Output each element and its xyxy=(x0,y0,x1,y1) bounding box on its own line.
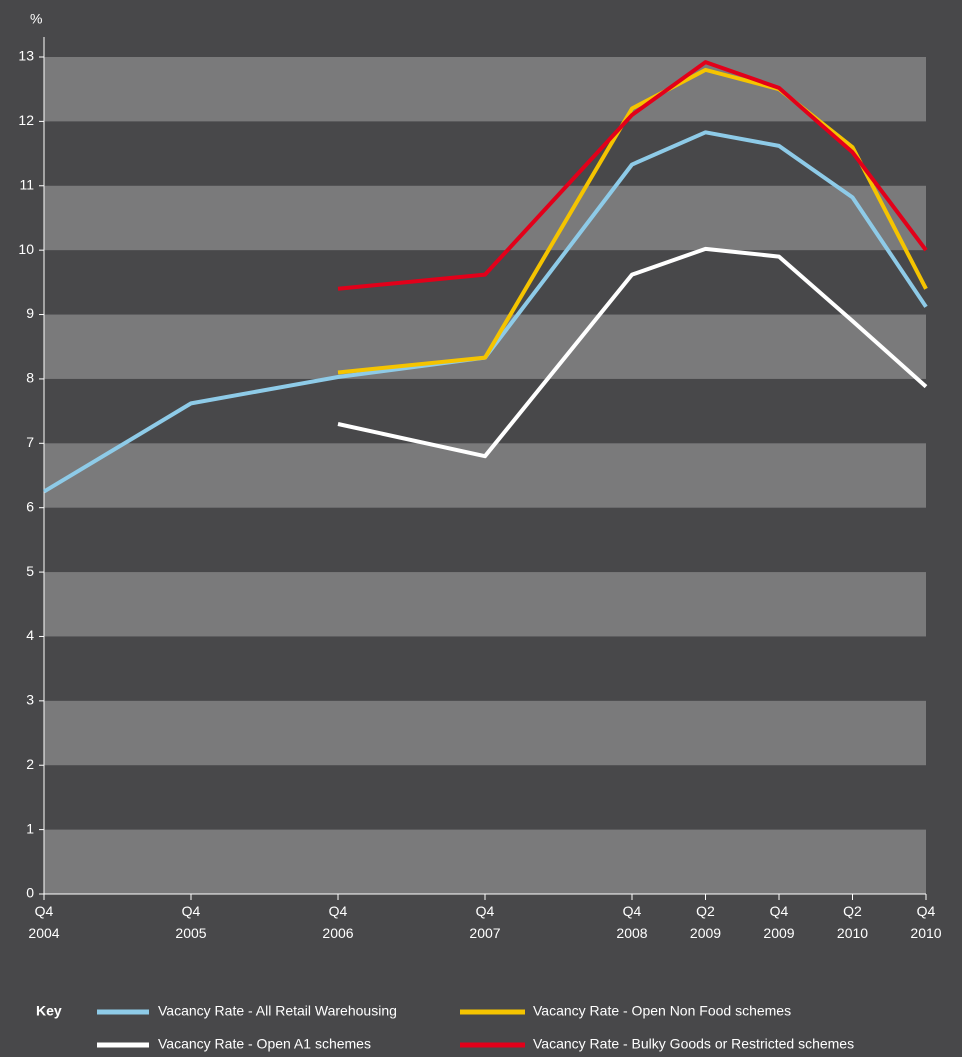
series-line xyxy=(337,60,928,291)
x-tick-label: Q4 2009 xyxy=(763,903,795,941)
grid-band xyxy=(44,829,926,894)
y-tick-label: 4 xyxy=(26,627,34,643)
grid-band xyxy=(44,572,926,637)
grid-band xyxy=(44,700,926,766)
x-tick-label: Q4 2006 xyxy=(322,903,354,941)
y-tick-label: 11 xyxy=(19,176,34,192)
y-tick-label: 2 xyxy=(26,756,34,772)
grid-band xyxy=(44,57,926,122)
grid-band xyxy=(44,185,926,251)
legend-label: Vacancy Rate - All Retail Warehousing xyxy=(158,1003,397,1019)
y-tick-label: 9 xyxy=(26,305,34,321)
x-tick-label: Q4 2007 xyxy=(469,903,501,941)
y-tick-label: 1 xyxy=(26,820,34,836)
series-line xyxy=(42,130,928,494)
x-tick-label: Q4 2010 xyxy=(910,903,942,941)
x-tick-label: Q4 2005 xyxy=(175,903,207,941)
y-tick-label: 7 xyxy=(26,434,34,450)
grid-band xyxy=(44,443,926,508)
legend-label: Vacancy Rate - Open Non Food schemes xyxy=(533,1003,791,1019)
y-tick-label: 10 xyxy=(18,241,34,257)
y-tick-label: 0 xyxy=(26,885,34,901)
legend-label: Vacancy Rate - Open A1 schemes xyxy=(158,1036,371,1052)
x-tick-label: Q4 2008 xyxy=(616,903,648,941)
legend-label: Vacancy Rate - Bulky Goods or Restricted… xyxy=(533,1036,854,1052)
legend-title: Key xyxy=(36,1003,62,1019)
y-tick-label: 8 xyxy=(26,370,34,386)
x-tick-label: Q2 2009 xyxy=(689,903,722,941)
y-tick-label: 12 xyxy=(18,112,34,128)
series-line xyxy=(337,246,928,459)
x-tick-label: Q4 2004 xyxy=(28,903,60,941)
x-tick-label: Q2 2010 xyxy=(836,903,869,941)
grid-band xyxy=(44,314,926,379)
series-line xyxy=(337,67,928,375)
y-tick-label: 6 xyxy=(26,498,34,514)
y-tick-label: 3 xyxy=(26,692,34,708)
y-tick-label: 5 xyxy=(26,563,34,579)
y-tick-label: 13 xyxy=(18,48,34,64)
y-axis-label: % xyxy=(30,11,42,27)
